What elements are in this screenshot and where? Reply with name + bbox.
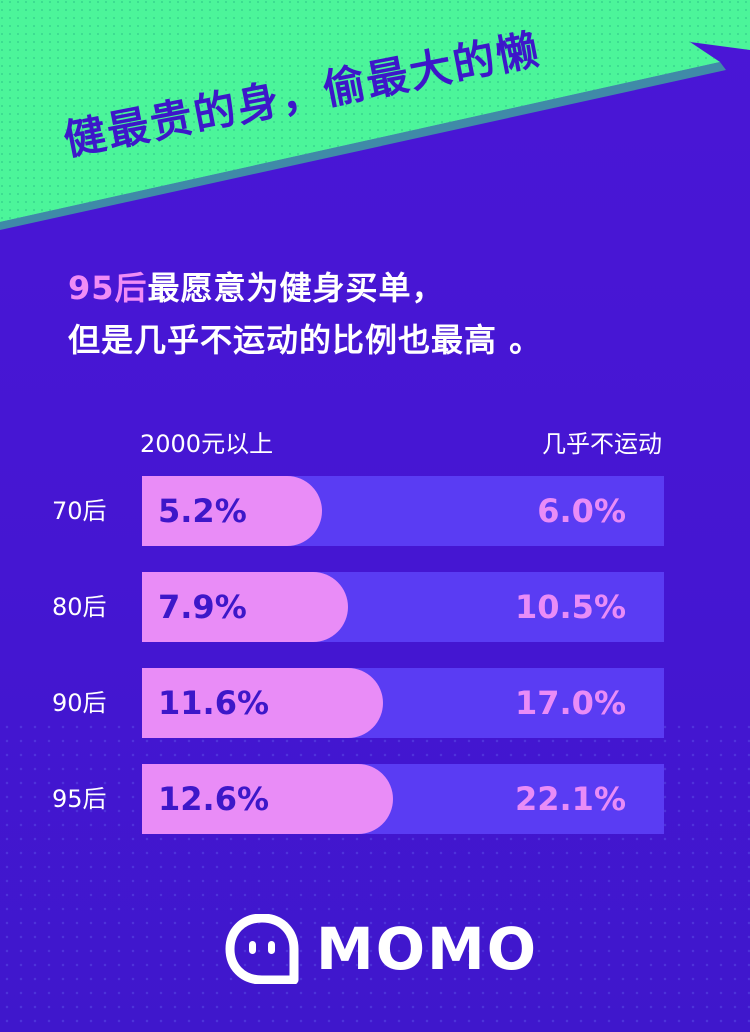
data-label-series-1: 11.6% xyxy=(158,684,270,722)
logo-text: MOMO xyxy=(316,915,539,983)
legend-series-1: 2000元以上 xyxy=(140,430,274,458)
data-label-series-1: 7.9% xyxy=(158,588,247,626)
title-banner: 健最贵的身，偷最大的懒 xyxy=(0,0,750,230)
bar-track: 7.9% 10.5% xyxy=(142,572,664,642)
data-label-series-1: 12.6% xyxy=(158,780,270,818)
legend-series-2: 几乎不运动 xyxy=(542,430,662,458)
data-label-series-2: 10.5% xyxy=(514,588,626,626)
data-label-series-2: 6.0% xyxy=(537,492,626,530)
bar-fill-series-1 xyxy=(142,764,393,834)
headline-line-1-text: 最愿意为健身买单， xyxy=(147,269,445,307)
data-label-series-2: 17.0% xyxy=(514,684,626,722)
data-label-series-1: 5.2% xyxy=(158,492,247,530)
momo-face-icon xyxy=(225,914,299,984)
bar-fill-series-1 xyxy=(142,476,322,546)
chart-row: 90后 11.6% 17.0% xyxy=(0,668,750,738)
category-label: 90后 xyxy=(52,689,107,717)
bar-track: 12.6% 22.1% xyxy=(142,764,664,834)
chart-row: 70后 5.2% 6.0% xyxy=(0,476,750,546)
headline-line-1: 95后最愿意为健身买单， xyxy=(68,262,542,314)
category-label: 95后 xyxy=(52,785,107,813)
chart-row: 95后 12.6% 22.1% xyxy=(0,764,750,834)
bar-track: 11.6% 17.0% xyxy=(142,668,664,738)
category-label: 70后 xyxy=(52,497,107,525)
category-label: 80后 xyxy=(52,593,107,621)
data-label-series-2: 22.1% xyxy=(514,780,626,818)
bar-fill-series-1 xyxy=(142,668,383,738)
banner-background xyxy=(0,0,750,230)
headline-line-2: 但是几乎不运动的比例也最高 。 xyxy=(68,321,543,359)
headline-highlight: 95后 xyxy=(68,269,148,307)
headline: 95后最愿意为健身买单， 但是几乎不运动的比例也最高 。 xyxy=(68,262,542,366)
bar-track: 5.2% 6.0% xyxy=(142,476,664,546)
chart-row: 80后 7.9% 10.5% xyxy=(0,572,750,642)
bar-fill-series-1 xyxy=(142,572,348,642)
